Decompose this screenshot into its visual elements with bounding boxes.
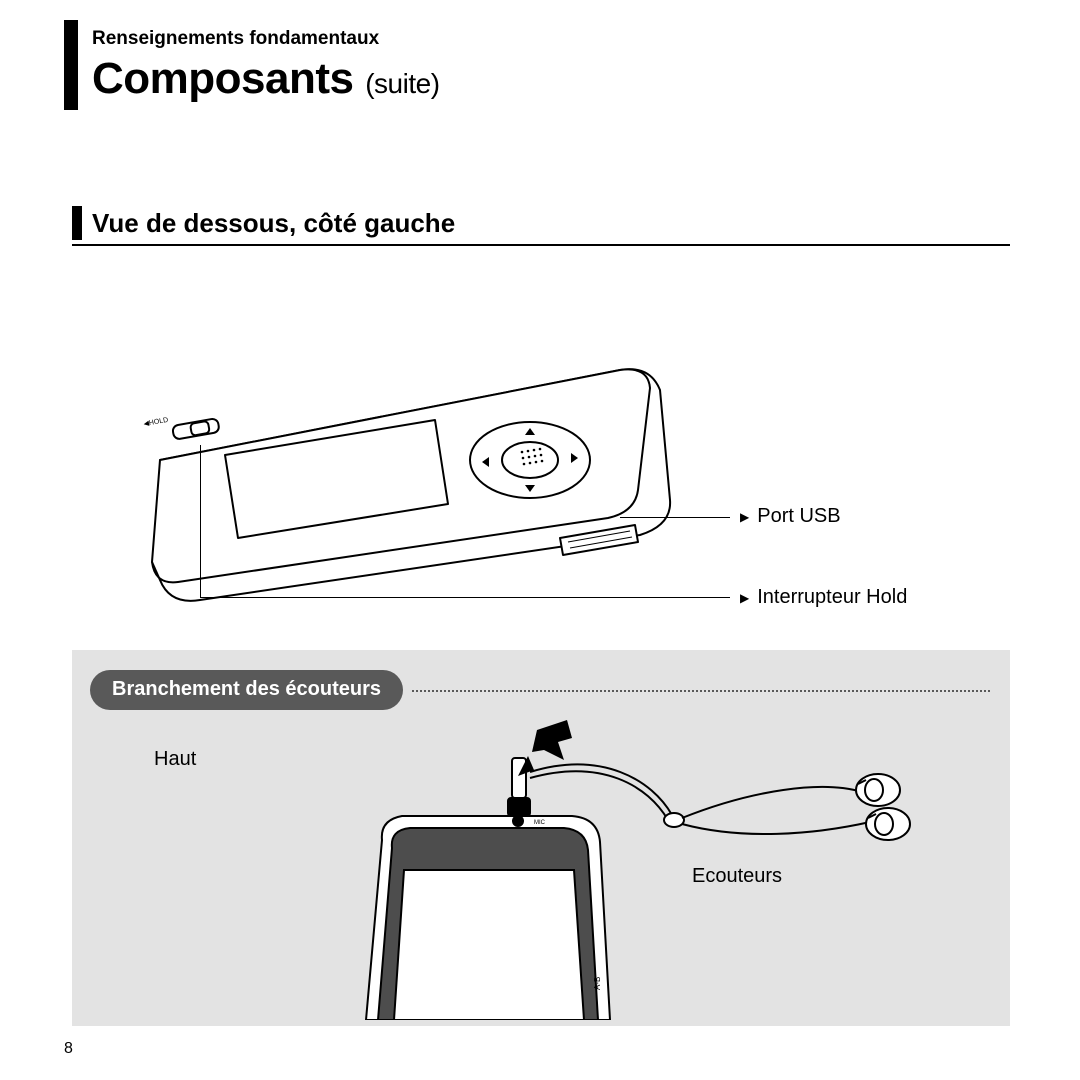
subsection-rule: [72, 244, 1010, 246]
callout-leader-hold-vertical: [200, 445, 201, 597]
subsection-accent-bar: [72, 206, 82, 240]
earphone-diagram: A-B MIC: [322, 720, 942, 1020]
subsection-title: Vue de dessous, côté gauche: [92, 208, 455, 239]
device-diagram: ◀HOLD: [130, 330, 690, 620]
title-suffix-text: (suite): [365, 68, 439, 99]
section-label: Renseignements fondamentaux: [92, 28, 379, 50]
title-accent-bar: [64, 20, 78, 110]
panel-pill-title: Branchement des écouteurs: [90, 670, 403, 710]
callout-label-hold: Interrupteur Hold: [740, 586, 907, 609]
page-title: Composants (suite): [92, 54, 440, 104]
label-haut: Haut: [154, 748, 196, 771]
page-number: 8: [64, 1040, 73, 1058]
panel-dotted-rule: [412, 690, 990, 692]
earphone-panel: Branchement des écouteurs Haut Ecouteurs: [72, 650, 1010, 1026]
callout-leader-usb: [620, 517, 730, 518]
callout-leader-hold-horizontal: [200, 597, 730, 598]
svg-text:MIC: MIC: [534, 820, 546, 826]
callout-label-usb: Port USB: [740, 505, 841, 528]
svg-text:◀HOLD: ◀HOLD: [143, 417, 169, 428]
svg-text:A-B: A-B: [593, 977, 602, 990]
title-main-text: Composants: [92, 54, 353, 103]
manual-page: Renseignements fondamentaux Composants (…: [0, 0, 1080, 1080]
